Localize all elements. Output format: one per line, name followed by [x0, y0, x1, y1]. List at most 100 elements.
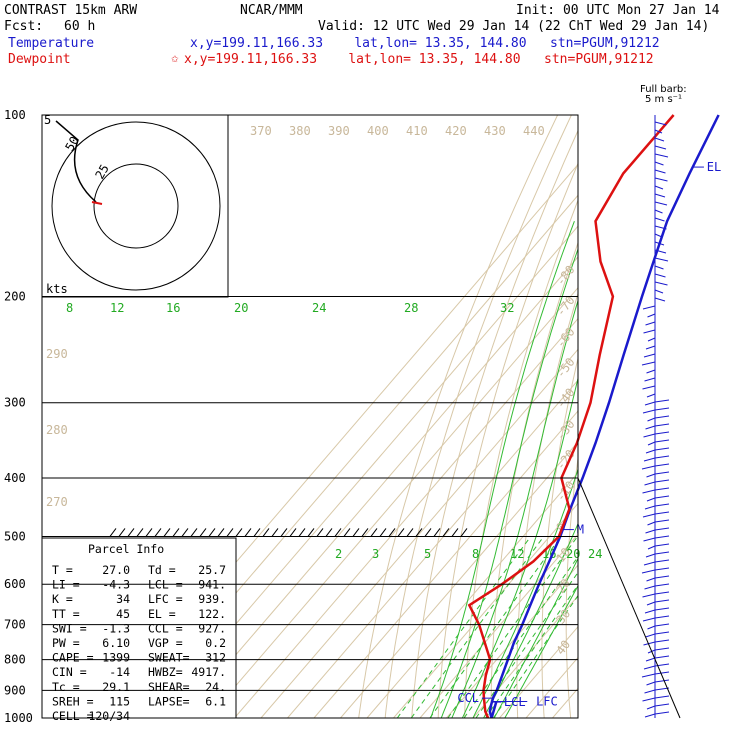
- wind-barb: [654, 439, 670, 443]
- freezing-hatch: [118, 528, 126, 537]
- freezing-hatch: [217, 528, 225, 537]
- wind-barb: [654, 399, 670, 403]
- wind-barb: [642, 305, 656, 310]
- parcel-value: 927.: [198, 621, 226, 635]
- isotherm: [525, 656, 578, 718]
- wind-barb: [654, 591, 670, 595]
- dry-adiabat-label: 430: [484, 124, 506, 138]
- wind-barb: [654, 543, 670, 547]
- wind-barb: [654, 249, 667, 254]
- wind-barb: [654, 241, 665, 246]
- wind-barb: [644, 481, 656, 486]
- parcel-label: HWBZ=: [148, 665, 183, 679]
- dry-adiabat: [411, 129, 578, 718]
- frame-extension: [577, 477, 681, 719]
- wind-barb: [641, 673, 656, 678]
- wind-barb: [654, 463, 670, 467]
- series-temperature: [488, 114, 720, 719]
- wind-barb: [654, 535, 670, 539]
- parcel-label: CELL =: [52, 709, 94, 723]
- mixing-ratio-line: [475, 571, 578, 718]
- mixing-ratio-label: 2: [335, 547, 342, 561]
- wind-barb: [654, 631, 670, 635]
- freezing-hatch: [316, 528, 324, 537]
- parcel-value: -1.3: [102, 621, 130, 635]
- wind-barb: [654, 281, 668, 286]
- series-dewpoint: [467, 114, 675, 719]
- wind-barb: [644, 505, 656, 510]
- parcel-value: 122.: [198, 607, 226, 621]
- parcel-value: 115: [109, 694, 130, 708]
- wind-barb: [645, 321, 656, 326]
- parcel-value: 312: [205, 651, 226, 665]
- moist-adiabat: [461, 376, 578, 718]
- isotherm-label: -80: [553, 263, 577, 289]
- parcel-label: VGP =: [148, 636, 183, 650]
- pressure-tick-label: 500: [4, 529, 26, 543]
- dry-adiabat: [698, 115, 740, 718]
- hodograph-ring-label: 25: [92, 162, 111, 182]
- moist-adiabat: [451, 299, 578, 718]
- plot-frame: [41, 114, 579, 719]
- moist-adiabat-label: 8: [66, 301, 73, 315]
- parcel-label: CAPE =: [52, 651, 94, 665]
- wind-barb: [654, 289, 664, 294]
- isotherm: [472, 595, 578, 718]
- wind-barb: [654, 575, 670, 579]
- freezing-hatch: [127, 528, 135, 537]
- freezing-hatch: [244, 528, 252, 537]
- dry-adiabat: [677, 115, 736, 718]
- wind-barb: [644, 585, 656, 590]
- freezing-hatch: [406, 528, 414, 537]
- mixing-ratio-label: 5: [424, 547, 431, 561]
- hodograph-ring: [51, 121, 221, 291]
- freezing-hatch: [334, 528, 342, 537]
- freezing-hatch: [370, 528, 378, 537]
- parcel-label: EL =: [148, 607, 176, 621]
- hodograph-ring-label: 50: [62, 134, 81, 154]
- wind-barb: [654, 583, 670, 587]
- dry-adiabat-label: 440: [523, 124, 545, 138]
- wind-barb: [646, 681, 656, 686]
- parcel-label: CCL =: [148, 621, 183, 635]
- wind-barb: [654, 209, 663, 214]
- wind-barb: [654, 503, 670, 507]
- wind-barb: [643, 537, 656, 542]
- freezing-hatch: [163, 528, 171, 537]
- wind-barb: [654, 273, 666, 278]
- isotherm: [287, 379, 578, 718]
- wind-barb: [644, 401, 656, 406]
- wind-barb: [654, 479, 670, 483]
- mixing-ratio-label: 20: [566, 547, 580, 561]
- wind-barb: [654, 495, 670, 499]
- parcel-value: 0.2: [205, 636, 226, 650]
- freezing-hatch: [415, 528, 423, 537]
- wind-barb: [641, 569, 656, 574]
- wind-barb: [654, 455, 670, 459]
- parcel-value: 27.0: [102, 563, 130, 577]
- wind-barb: [654, 431, 670, 435]
- freezing-hatch: [199, 528, 207, 537]
- isotherm-label: 40: [553, 637, 573, 657]
- star-icon: ✩: [171, 51, 179, 66]
- isotherm-label: -40: [553, 385, 577, 411]
- wind-barb: [645, 529, 656, 534]
- parcel-value: 939.: [198, 592, 226, 606]
- dry-adiabat-label: 390: [328, 124, 350, 138]
- model-name: CONTRAST 15km ARW: [4, 3, 138, 18]
- pressure-tick-label: 200: [4, 290, 26, 304]
- wind-barb: [654, 145, 667, 150]
- wind-barb: [654, 559, 670, 563]
- temperature-legend: Temperature: [8, 36, 95, 51]
- isotherm: [393, 502, 578, 718]
- hodograph-corner: 5: [44, 113, 51, 127]
- freezing-hatch: [361, 528, 369, 537]
- dry-adiabat-label: 370: [250, 124, 272, 138]
- wind-barb: [654, 655, 670, 659]
- freezing-hatch: [109, 528, 117, 537]
- wind-barb: [643, 665, 656, 670]
- wind-barb: [643, 329, 656, 334]
- wind-barb: [654, 447, 670, 451]
- wind-barb: [647, 625, 656, 630]
